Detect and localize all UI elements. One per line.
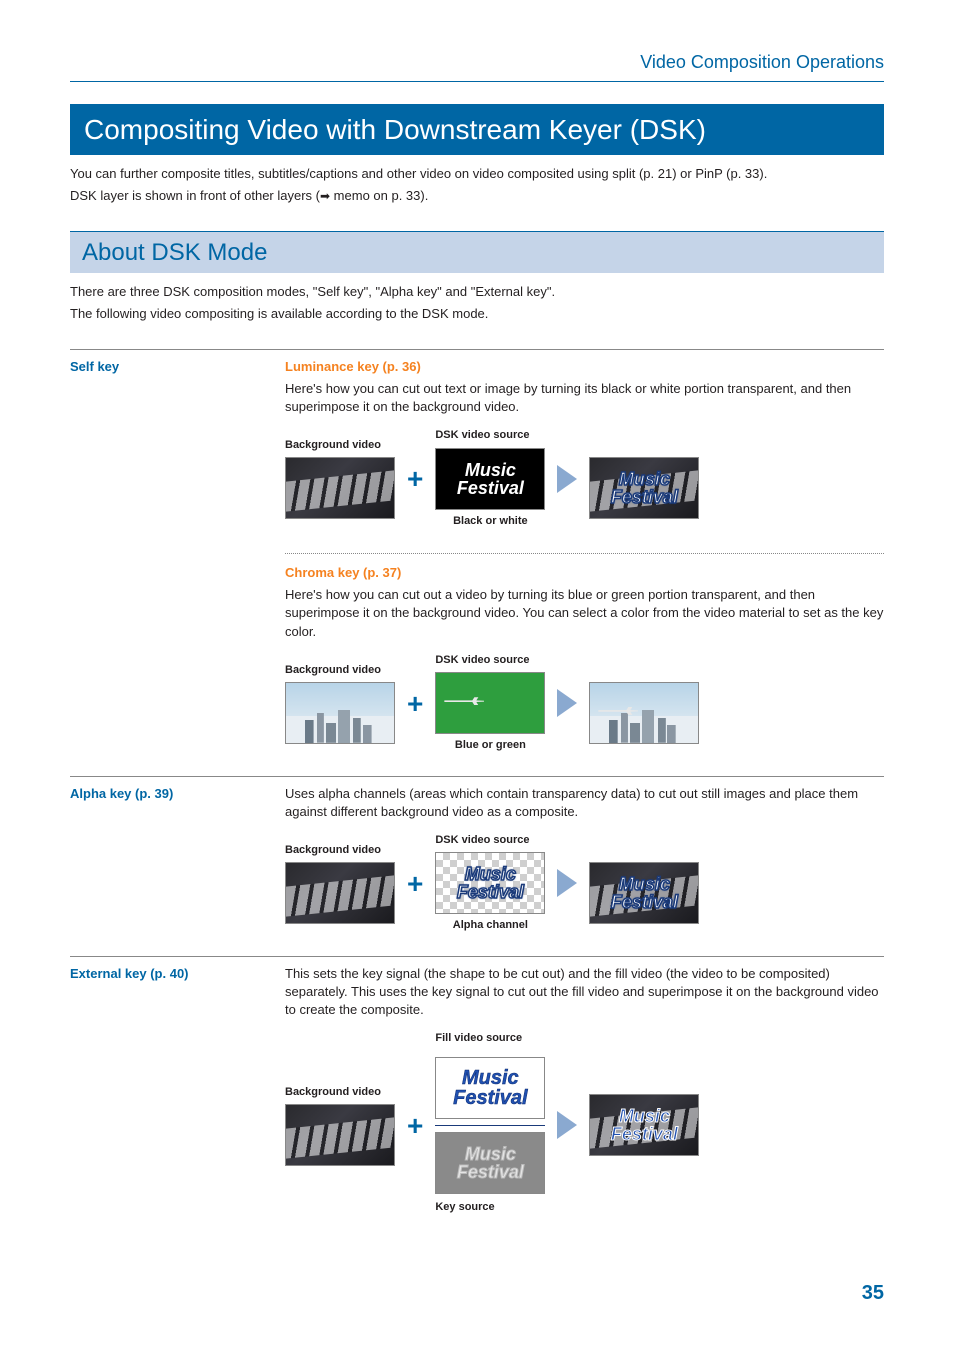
music-festival-overlay: Music Festival — [457, 865, 524, 901]
spacer — [589, 438, 699, 453]
plane-icon — [598, 707, 638, 715]
music-festival-overlay: Music Festival — [611, 875, 678, 911]
external-key-label: External key (p. 40) — [70, 965, 285, 983]
arrow-icon — [557, 465, 577, 493]
chroma-diagram: Background video + DSK video source Blue… — [285, 653, 884, 754]
lum-bot-label: Black or white — [435, 514, 545, 529]
self-key-label: Self key — [70, 358, 285, 376]
ext-key-label: Key source — [435, 1200, 494, 1215]
chroma-bg-label: Background video — [285, 663, 395, 678]
breadcrumb: Video Composition Operations — [70, 50, 884, 82]
ext-fill-thumb: Music Festival — [435, 1057, 545, 1119]
overlay-festival: Festival — [457, 882, 524, 902]
overlay-festival: Festival — [457, 478, 524, 498]
chroma-bg-thumb — [285, 682, 395, 744]
alpha-bg-label: Background video — [285, 843, 395, 858]
spacer — [589, 843, 699, 858]
page-number: 35 — [70, 1279, 884, 1307]
intro-line-1: You can further composite titles, subtit… — [70, 165, 884, 183]
lum-src-label: DSK video source — [435, 428, 545, 443]
arrow-icon — [557, 689, 577, 717]
music-festival-overlay: Music Festival — [457, 1145, 524, 1181]
mode-self-key: Self key Luminance key (p. 36) Here's ho… — [70, 349, 884, 754]
ext-fill-label: Fill video source — [435, 1031, 522, 1046]
overlay-festival: Festival — [457, 1162, 524, 1182]
intro-line-2: DSK layer is shown in front of other lay… — [70, 187, 884, 205]
ext-bg-label: Background video — [285, 1085, 395, 1100]
section-heading: About DSK Mode — [70, 231, 884, 274]
arrow-right-icon: ➡ — [320, 189, 330, 203]
overlay-music: Music — [462, 1067, 519, 1089]
music-festival-overlay: Music Festival — [457, 461, 524, 497]
lum-src-thumb: Music Festival — [435, 448, 545, 510]
ext-bg-thumb — [285, 1104, 395, 1166]
overlay-festival: Festival — [611, 487, 678, 507]
alpha-src-label: DSK video source — [435, 833, 545, 848]
chroma-desc: Here's how you can cut out a video by tu… — [285, 586, 884, 641]
alpha-desc: Uses alpha channels (areas which contain… — [285, 785, 884, 821]
plane-icon — [444, 697, 484, 705]
mode-external-key: External key (p. 40) This sets the key s… — [70, 956, 884, 1219]
section-p2: The following video compositing is avail… — [70, 305, 884, 323]
music-festival-overlay: Music Festival — [611, 1107, 678, 1143]
luminance-title: Luminance key (p. 36) — [285, 358, 884, 376]
ext-key-thumb: Music Festival — [435, 1132, 545, 1194]
chroma-title: Chroma key (p. 37) — [285, 564, 884, 582]
overlay-music: Music — [465, 1144, 516, 1164]
chroma-result-thumb — [589, 682, 699, 744]
overlay-music: Music — [465, 460, 516, 480]
luminance-desc: Here's how you can cut out text or image… — [285, 380, 884, 416]
overlay-festival: Festival — [453, 1087, 527, 1109]
luminance-diagram: Background video + DSK video source Musi… — [285, 428, 884, 529]
alpha-src-thumb: Music Festival — [435, 852, 545, 914]
section-p1: There are three DSK composition modes, "… — [70, 283, 884, 301]
chroma-src-label: DSK video source — [435, 653, 545, 668]
intro-line-2b: memo on p. 33). — [330, 188, 428, 203]
spacer — [589, 663, 699, 678]
external-desc: This sets the key signal (the shape to b… — [285, 965, 884, 1020]
arrow-icon — [557, 1111, 577, 1139]
arrow-icon — [557, 869, 577, 897]
mode-alpha-key: Alpha key (p. 39) Uses alpha channels (a… — [70, 776, 884, 934]
lum-bg-label: Background video — [285, 438, 395, 453]
lum-result-thumb: Music Festival — [589, 457, 699, 519]
intro-line-2a: DSK layer is shown in front of other lay… — [70, 188, 320, 203]
overlay-festival: Festival — [611, 892, 678, 912]
plus-icon: + — [403, 459, 427, 498]
plus-icon: + — [403, 864, 427, 903]
plus-icon: + — [403, 684, 427, 723]
chroma-bot-label: Blue or green — [435, 738, 545, 753]
divider — [435, 1125, 545, 1126]
page-title: Compositing Video with Downstream Keyer … — [70, 104, 884, 155]
dotted-separator — [285, 553, 884, 554]
lum-bg-thumb — [285, 457, 395, 519]
alpha-result-thumb: Music Festival — [589, 862, 699, 924]
ext-result-thumb: Music Festival — [589, 1094, 699, 1156]
alpha-bot-label: Alpha channel — [435, 918, 545, 933]
overlay-festival: Festival — [611, 1124, 678, 1144]
overlay-music: Music — [619, 1106, 670, 1126]
plus-icon: + — [403, 1106, 427, 1145]
alpha-diagram: Background video + DSK video source Musi… — [285, 833, 884, 934]
alpha-bg-thumb — [285, 862, 395, 924]
music-festival-overlay: Music Festival — [611, 470, 678, 506]
alpha-key-label: Alpha key (p. 39) — [70, 785, 285, 803]
chroma-src-thumb — [435, 672, 545, 734]
external-diagram: Background video + Fill video source Mus… — [285, 1031, 884, 1219]
music-festival-overlay: Music Festival — [453, 1068, 527, 1108]
